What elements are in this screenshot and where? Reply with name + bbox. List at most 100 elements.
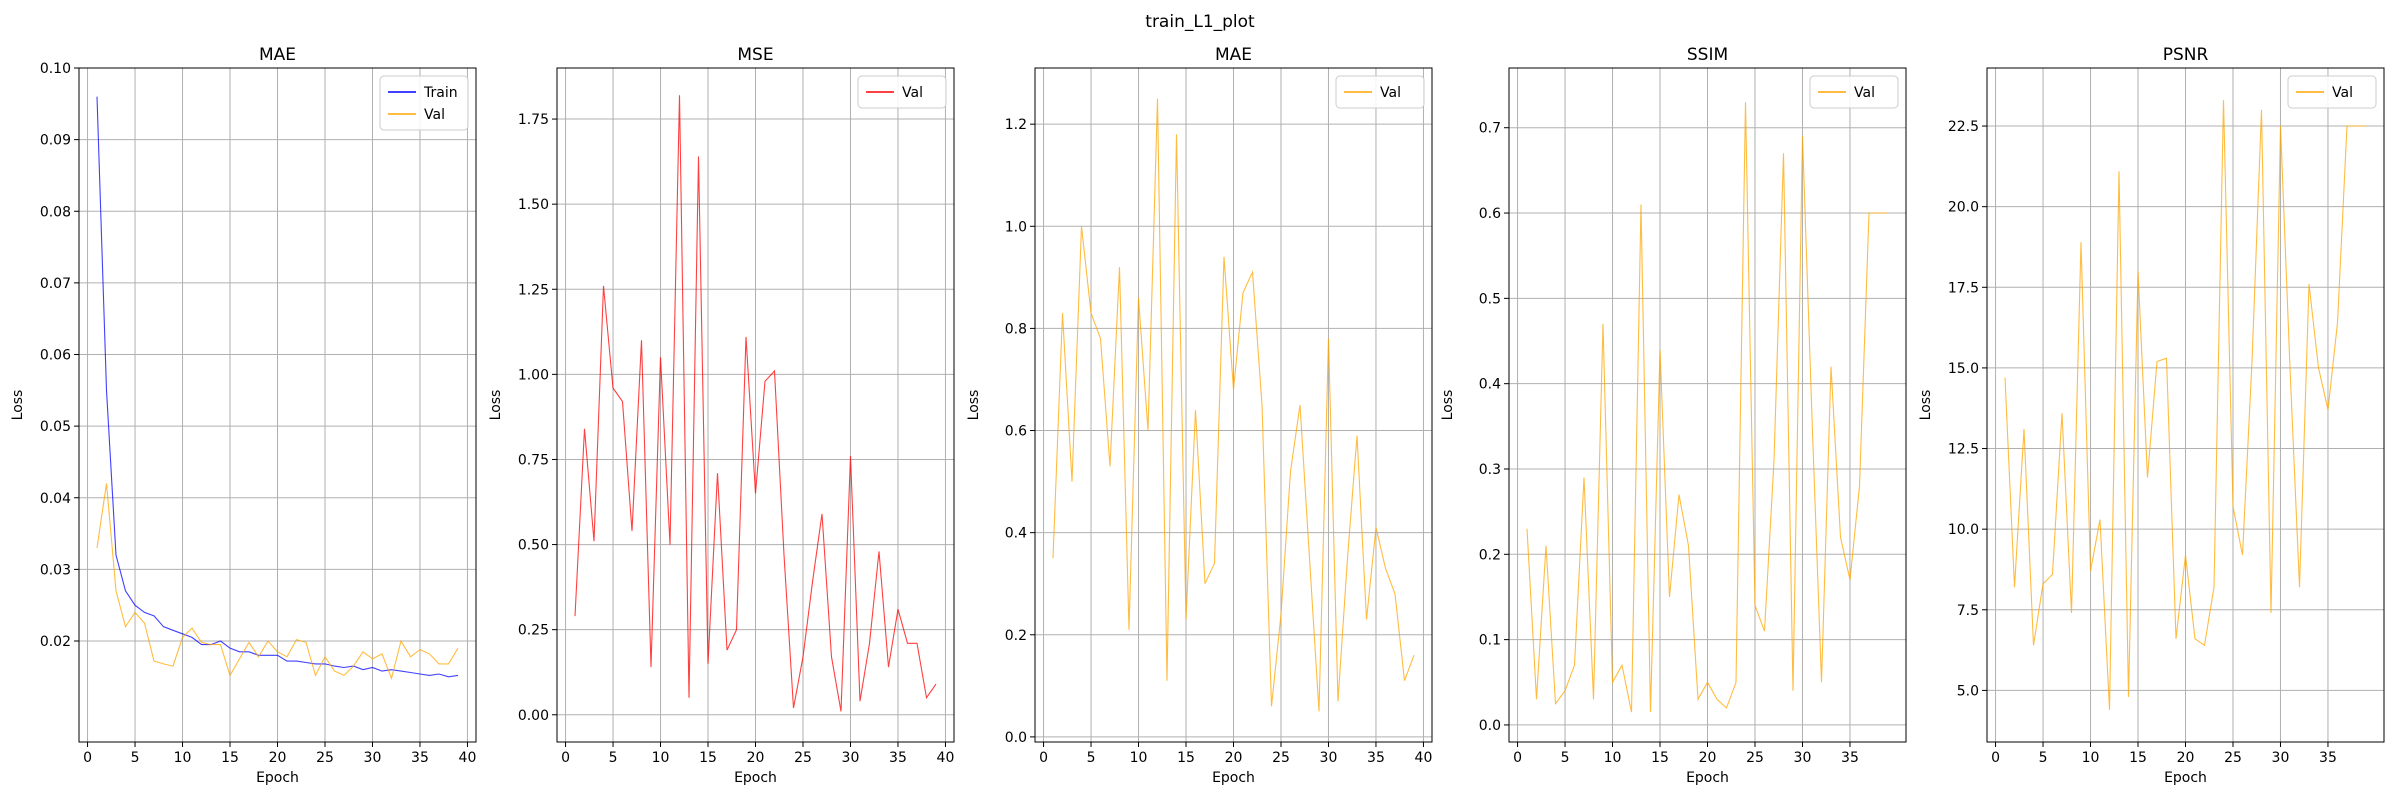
- y-tick-label: 15.0: [1948, 361, 1979, 377]
- subplot-title: MSE: [737, 45, 773, 65]
- x-tick-label: 25: [794, 750, 812, 766]
- y-tick-label: 17.5: [1948, 280, 1979, 296]
- x-tick-label: 25: [316, 750, 334, 766]
- x-tick-label: 5: [2039, 750, 2048, 766]
- x-tick-label: 10: [2082, 750, 2100, 766]
- figure-title: train_L1_plot: [1145, 12, 1255, 32]
- series-line-val: [574, 95, 937, 712]
- x-axis-label: Epoch: [1686, 770, 1729, 786]
- y-tick-label: 0.05: [40, 419, 71, 435]
- x-tick-label: 40: [937, 750, 955, 766]
- y-tick-label: 0.25: [518, 623, 549, 639]
- y-tick-label: 12.5: [1948, 442, 1979, 458]
- legend: Val: [1809, 75, 1899, 109]
- y-tick-label: 0.04: [40, 491, 71, 507]
- axes-frame: [1034, 67, 1433, 743]
- x-tick-label: 0: [1513, 750, 1522, 766]
- x-tick-label: 15: [221, 750, 239, 766]
- series-line-val: [1526, 102, 1888, 713]
- legend-box: [379, 75, 469, 131]
- y-axis-label: Loss: [488, 390, 504, 421]
- series-line-train: [96, 96, 459, 678]
- subplot-1: 0 5 10 15 20 25 30 35 40 0.02 0.03 0.04 0.05 0.06 0.07…: [10, 45, 477, 786]
- y-axis-label: Loss: [10, 390, 26, 421]
- x-tick-label: 35: [2319, 750, 2337, 766]
- subplot-5: 0 5 10 15 20 25 30 35 5.0 7.5 10.0 12.5 15.0 17.5 20.0…: [1918, 45, 2385, 786]
- legend: Val: [857, 75, 947, 109]
- subplot-title: MAE: [1215, 45, 1252, 65]
- legend-label: Val: [1854, 85, 1875, 101]
- subplot-4: 0 5 10 15 20 25 30 35 0.0 0.1 0.2 0.3 0.4 0.5 0.6 0.7 SS…: [1440, 45, 1907, 786]
- subplot-title: PSNR: [2163, 45, 2209, 65]
- y-tick-label: 0.1: [1479, 633, 1501, 649]
- x-tick-label: 20: [1699, 750, 1717, 766]
- legend-label: Val: [1380, 85, 1401, 101]
- x-tick-label: 15: [1177, 750, 1195, 766]
- x-tick-label: 35: [1841, 750, 1859, 766]
- y-tick-label: 0.2: [1005, 628, 1027, 644]
- x-tick-label: 25: [1272, 750, 1290, 766]
- x-tick-label: 15: [1651, 750, 1669, 766]
- legend: Train Val: [379, 75, 469, 131]
- y-tick-label: 7.5: [1957, 603, 1979, 619]
- y-tick-label: 10.0: [1948, 522, 1979, 538]
- y-tick-label: 20.0: [1948, 200, 1979, 216]
- y-axis-label: Loss: [966, 390, 982, 421]
- y-tick-label: 1.2: [1005, 117, 1027, 133]
- y-tick-label: 0.3: [1479, 462, 1501, 478]
- x-tick-label: 15: [699, 750, 717, 766]
- x-tick-label: 30: [1320, 750, 1338, 766]
- x-tick-label: 30: [1794, 750, 1812, 766]
- subplot-title: MAE: [259, 45, 296, 65]
- y-axis-label: Loss: [1918, 390, 1934, 421]
- x-tick-label: 0: [83, 750, 92, 766]
- x-axis-label: Epoch: [734, 770, 777, 786]
- y-tick-label: 0.6: [1005, 424, 1027, 440]
- y-tick-label: 1.00: [518, 367, 549, 383]
- x-tick-label: 30: [842, 750, 860, 766]
- legend-box: [1335, 75, 1425, 109]
- series-line-val: [2004, 100, 2366, 710]
- x-tick-label: 35: [1367, 750, 1385, 766]
- subplot-3: 0 5 10 15 20 25 30 35 40 0.0 0.2 0.4 0.6 0.8 1.0 1.2 MAE…: [966, 45, 1433, 786]
- legend-label: Val: [902, 85, 923, 101]
- x-tick-label: 0: [1991, 750, 2000, 766]
- x-tick-label: 20: [269, 750, 287, 766]
- y-tick-label: 0.06: [40, 348, 71, 364]
- y-tick-label: 0.2: [1479, 547, 1501, 563]
- y-tick-label: 0.75: [518, 452, 549, 468]
- x-tick-label: 30: [364, 750, 382, 766]
- subplot-title: SSIM: [1687, 45, 1728, 65]
- legend-box: [857, 75, 947, 109]
- axes-frame: [78, 67, 477, 743]
- x-tick-label: 30: [2272, 750, 2290, 766]
- x-tick-label: 5: [1087, 750, 1096, 766]
- x-tick-label: 10: [1130, 750, 1148, 766]
- y-tick-label: 0.09: [40, 133, 71, 149]
- series-line-val: [96, 483, 459, 681]
- y-tick-label: 1.25: [518, 282, 549, 298]
- y-tick-label: 0.10: [40, 61, 71, 77]
- y-tick-label: 0.4: [1005, 526, 1027, 542]
- y-tick-label: 0.4: [1479, 377, 1501, 393]
- x-tick-label: 10: [1604, 750, 1622, 766]
- y-tick-label: 0.50: [518, 538, 549, 554]
- x-tick-label: 35: [889, 750, 907, 766]
- y-tick-label: 0.03: [40, 562, 71, 578]
- y-tick-label: 0.8: [1005, 321, 1027, 337]
- x-tick-label: 25: [2224, 750, 2242, 766]
- x-tick-label: 20: [1225, 750, 1243, 766]
- x-tick-label: 10: [174, 750, 192, 766]
- x-tick-label: 0: [1039, 750, 1048, 766]
- x-tick-label: 40: [459, 750, 477, 766]
- x-tick-label: 25: [1746, 750, 1764, 766]
- x-tick-label: 10: [652, 750, 670, 766]
- x-tick-label: 40: [1415, 750, 1433, 766]
- y-tick-label: 0.02: [40, 634, 71, 650]
- y-tick-label: 0.00: [518, 708, 549, 724]
- legend-label: Train: [423, 85, 458, 101]
- legend: Val: [2287, 75, 2377, 109]
- y-tick-label: 5.0: [1957, 683, 1979, 699]
- x-tick-label: 0: [561, 750, 570, 766]
